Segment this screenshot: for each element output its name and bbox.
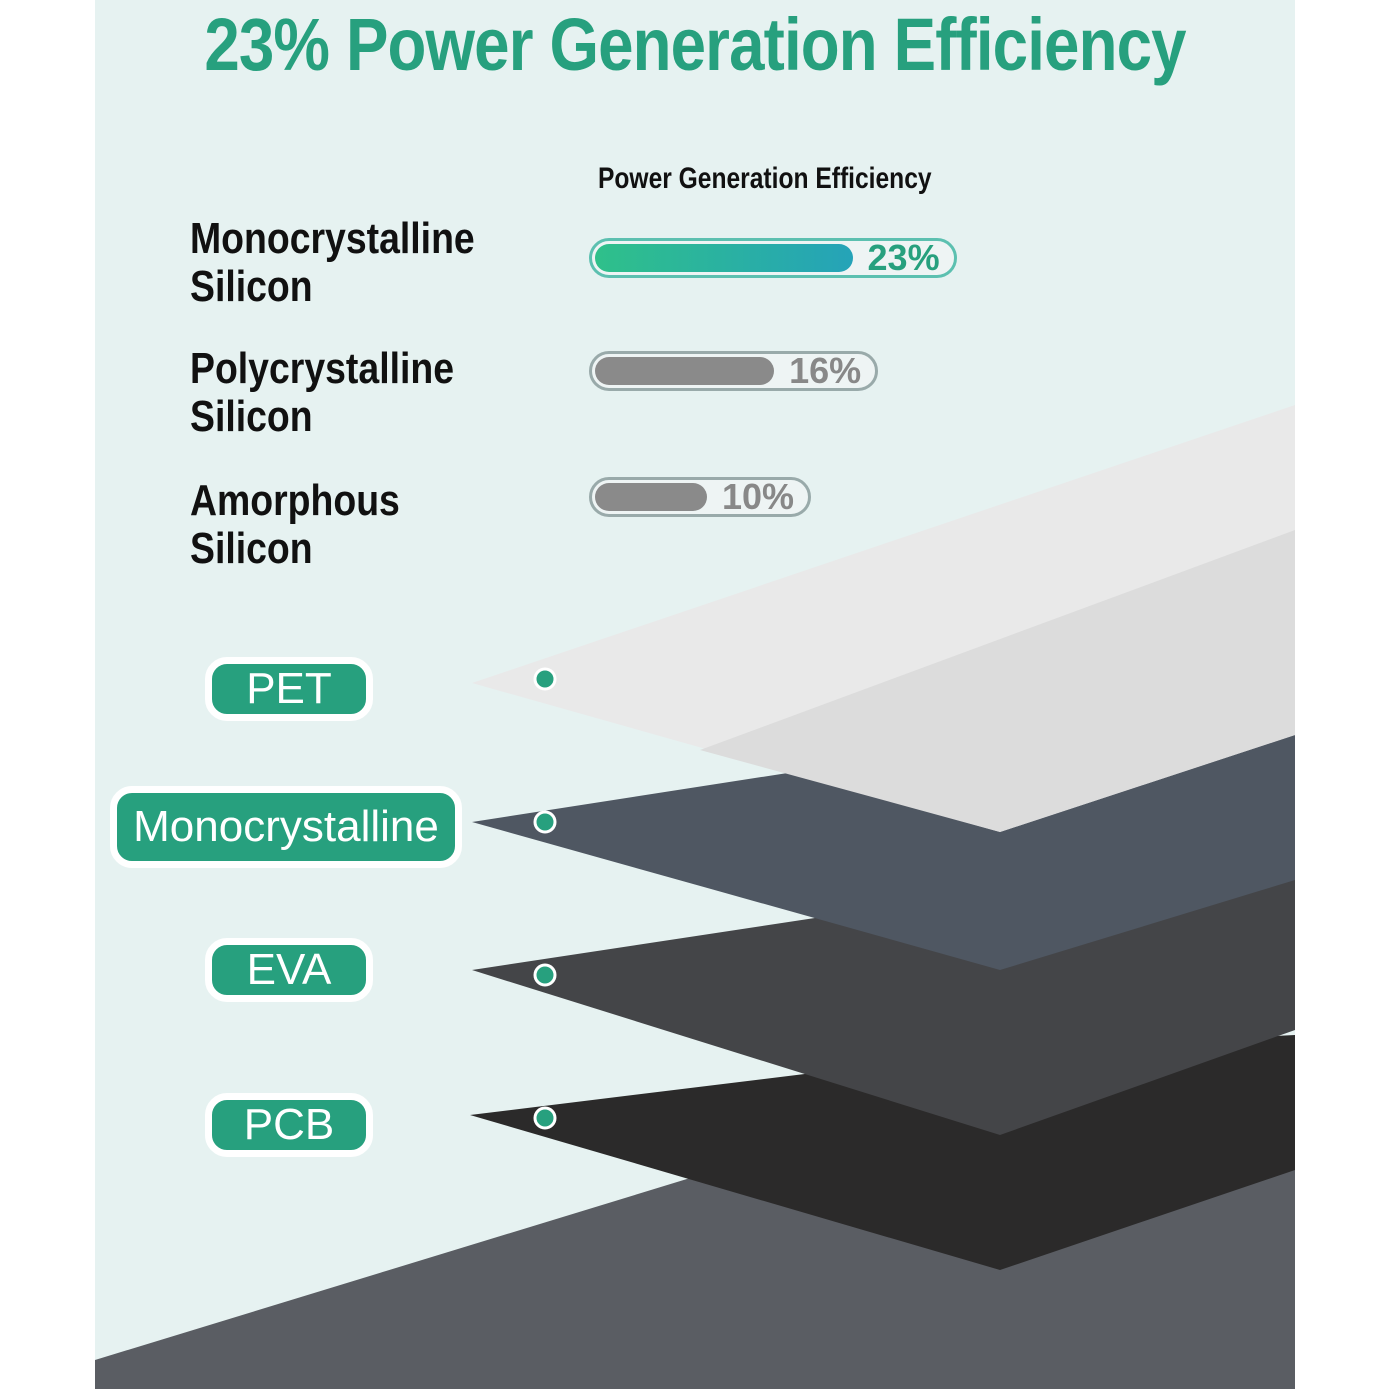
material-label-line: Amorphous	[190, 476, 400, 525]
efficiency-value: 16%	[789, 350, 862, 391]
layer-label: PCB	[205, 1093, 373, 1157]
efficiency-bar	[595, 357, 775, 385]
material-label-line: Monocrystalline	[190, 214, 475, 263]
layer-label: EVA	[205, 938, 373, 1002]
material-label-line: Silicon	[190, 262, 313, 311]
material-label-line: Polycrystalline	[190, 344, 455, 393]
efficiency-track: 10%	[589, 477, 811, 517]
material-label-line: Silicon	[190, 392, 313, 441]
efficiency-bar	[595, 244, 853, 272]
material-label: Monocrystalline Silicon	[190, 215, 475, 311]
layer-label: Monocrystalline	[110, 786, 462, 868]
efficiency-bar	[595, 483, 707, 511]
material-label-line: Silicon	[190, 524, 313, 573]
efficiency-heading: Power Generation Efficiency	[598, 162, 932, 195]
efficiency-track: 23%	[589, 238, 957, 278]
layer-label: PET	[205, 657, 373, 721]
efficiency-track: 16%	[589, 350, 879, 391]
material-label: Polycrystalline Silicon	[190, 345, 454, 441]
efficiency-value: 10%	[721, 476, 794, 517]
efficiency-value: 23%	[867, 237, 940, 278]
material-label: Amorphous Silicon	[190, 477, 400, 573]
title: 23% Power Generation Efficiency	[204, 3, 1186, 86]
